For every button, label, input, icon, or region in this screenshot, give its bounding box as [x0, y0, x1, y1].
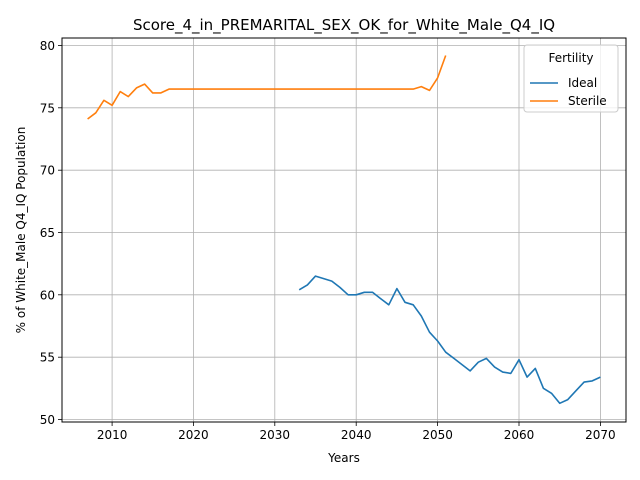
- legend-box: [523, 44, 619, 113]
- chart-title: Score_4_in_PREMARITAL_SEX_OK_for_White_M…: [133, 16, 555, 35]
- y-axis-label: % of White_Male Q4_IQ Population: [14, 127, 28, 334]
- plot-frame: [61, 37, 627, 423]
- series-line-sterile: [87, 55, 447, 120]
- series-line-ideal: [298, 275, 601, 405]
- legend-title: Fertility: [548, 51, 593, 65]
- legend-label-sterile: Sterile: [568, 94, 607, 108]
- legend: Fertility Ideal Sterile: [523, 44, 619, 113]
- y-tick-label: 70: [40, 164, 55, 178]
- y-tick-label: 50: [40, 413, 55, 427]
- y-tick-label: 60: [40, 288, 55, 302]
- y-tick-label: 55: [40, 351, 55, 365]
- x-axis-label: Years: [327, 451, 360, 465]
- y-tick-label: 65: [40, 226, 55, 240]
- x-tick-label: 2060: [504, 428, 535, 442]
- x-tick-label: 2010: [97, 428, 128, 442]
- x-axis-ticks: 2010 2020 2030 2040 2050 2060 2070: [97, 422, 616, 442]
- y-tick-label: 80: [40, 39, 55, 53]
- x-tick-label: 2020: [178, 428, 209, 442]
- legend-label-ideal: Ideal: [568, 76, 597, 90]
- x-tick-label: 2040: [341, 428, 372, 442]
- x-tick-label: 2070: [585, 428, 616, 442]
- x-tick-label: 2030: [260, 428, 291, 442]
- y-tick-label: 75: [40, 101, 55, 115]
- y-axis-ticks: 50 55 60 65 70 75 80: [40, 39, 62, 427]
- x-tick-label: 2050: [422, 428, 453, 442]
- series-layer: [87, 55, 601, 405]
